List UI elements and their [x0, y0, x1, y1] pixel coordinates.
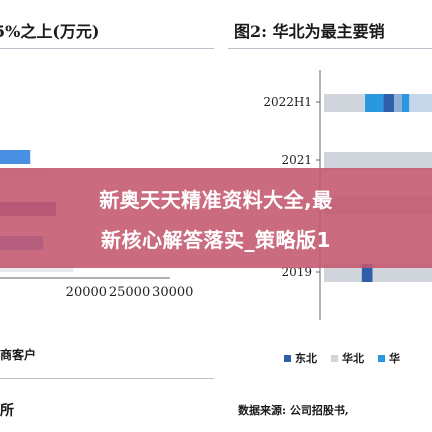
right-legend-item: 华北	[331, 352, 364, 365]
right-bar-segment	[365, 94, 384, 112]
left-panel-title: 5%之上(万元)	[0, 22, 100, 41]
overlay-banner: 新奥天天精准资料大全,最 新核心解答落实_策略版1	[0, 168, 432, 268]
right-category-label: 2022H1	[263, 95, 312, 109]
right-bar-segment	[324, 152, 432, 170]
legend-swatch-icon	[378, 355, 385, 362]
left-bar-chart: 20000 25000 30000	[0, 150, 193, 300]
right-bar-segment	[324, 94, 366, 112]
right-source-note: 数据来源: 公司招股书,	[238, 404, 349, 417]
right-legend-item: 东北	[284, 352, 317, 365]
right-bar-segment	[394, 94, 402, 112]
right-legend-label: 华	[389, 352, 400, 365]
right-bar-segment	[372, 264, 432, 282]
right-category-label: 2021	[281, 153, 312, 167]
right-bar-segment	[361, 264, 373, 282]
right-bar-segment	[409, 94, 432, 112]
banner-line-1: 新奥天天精准资料大全,最	[99, 188, 333, 212]
left-x-tick-label: 20000	[66, 285, 107, 300]
left-x-tick-label: 30000	[152, 285, 193, 300]
right-bar-segment	[383, 94, 395, 112]
legend-swatch-icon	[284, 355, 291, 362]
left-footer-text: 所	[0, 403, 14, 419]
right-legend-item: 华	[378, 352, 400, 365]
left-footer-rule	[0, 378, 214, 379]
right-legend-label: 东北	[295, 352, 317, 365]
right-panel-title: 图2: 华北为最主要销	[234, 22, 385, 41]
left-title-rule	[0, 48, 214, 49]
legend-swatch-icon	[331, 355, 338, 362]
right-bar-segment	[324, 264, 362, 282]
right-bar-segment	[401, 94, 410, 112]
right-category-label: 2019	[281, 265, 312, 279]
left-x-tick-label: 25000	[109, 285, 150, 300]
left-legend-label: 商客户	[0, 348, 37, 362]
right-legend-label: 华北	[342, 352, 364, 365]
right-title-rule	[228, 48, 432, 49]
banner-line-2: 新核心解答落实_策略版1	[101, 228, 331, 252]
left-legend: 商客户	[0, 346, 36, 363]
left-bar	[0, 150, 31, 164]
right-legend: 东北 华北 华	[284, 350, 414, 366]
